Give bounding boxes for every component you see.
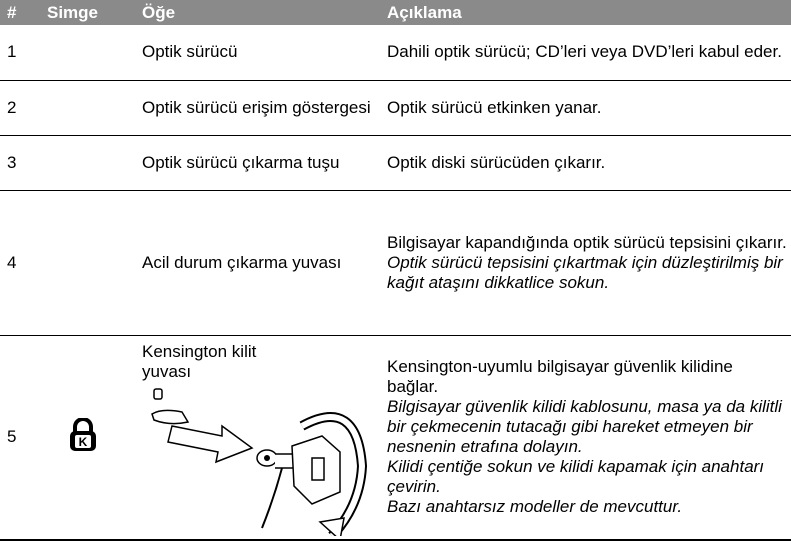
item-cell: Kensington kilit yuvası	[135, 335, 380, 541]
number: 3	[0, 135, 40, 191]
number: 1	[0, 25, 40, 81]
icon-cell	[40, 25, 135, 81]
description-cell: Bilgisayar kapandığında optik sürücü tep…	[380, 190, 791, 336]
description-cell: Kensington-uyumlu bilgisayar güvenlik ki…	[380, 335, 791, 541]
lock-icon: K	[70, 416, 96, 451]
row: 5 K Kensington kilit yuvası	[0, 335, 791, 541]
number: 4	[0, 190, 40, 336]
icon-cell: K	[40, 335, 135, 541]
note: Optik sürücü tepsisini çıkartmak için dü…	[387, 252, 783, 292]
lock-illustration	[151, 387, 368, 536]
row: 3 Optik sürücü çıkarma tuşu Optik diski …	[0, 135, 791, 191]
item: Kensington kilit yuvası	[142, 341, 257, 381]
svg-text:K: K	[79, 435, 88, 449]
description-cell: Optik sürücü etkinken yanar.	[380, 80, 791, 136]
note: Kilidi çentiğe sokun ve kilidi kapamak i…	[387, 457, 765, 497]
description: Dahili optik sürücü; CD’leri veya DVD’le…	[387, 42, 782, 62]
description: Bilgisayar kapandığında optik sürücü tep…	[387, 232, 787, 252]
item: Optik sürücü	[135, 25, 380, 81]
description: Optik diski sürücüden çıkarır.	[387, 152, 606, 172]
header-cell: Açıklama	[380, 0, 791, 25]
header-cell: Öğe	[135, 0, 380, 25]
description-cell: Optik diski sürücüden çıkarır.	[380, 135, 791, 191]
number: 5	[0, 335, 40, 541]
description-cell: Dahili optik sürücü; CD’leri veya DVD’le…	[380, 25, 791, 81]
description: Kensington-uyumlu bilgisayar güvenlik ki…	[387, 357, 733, 397]
description: Optik sürücü etkinken yanar.	[387, 97, 602, 117]
header-row: # Simge Öğe Açıklama	[0, 0, 791, 25]
row: 4 Acil durum çıkarma yuvası Bilgisayar k…	[0, 190, 791, 336]
icon-cell	[40, 80, 135, 136]
header-cell: Simge	[40, 0, 135, 25]
item: Optik sürücü erişim göstergesi	[135, 80, 380, 136]
note: Bazı anahtarsız modeller de mevcuttur.	[387, 497, 683, 517]
note: Bilgisayar güvenlik kilidi kablosunu, ma…	[387, 397, 782, 457]
icon-cell	[40, 135, 135, 191]
icon-cell	[40, 190, 135, 336]
row: 1 Optik sürücü Dahili optik sürücü; CD’l…	[0, 25, 791, 81]
item: Optik sürücü çıkarma tuşu	[135, 135, 380, 191]
header-cell: #	[0, 0, 40, 25]
number: 2	[0, 80, 40, 136]
row: 2 Optik sürücü erişim göstergesi Optik s…	[0, 80, 791, 136]
item: Acil durum çıkarma yuvası	[135, 190, 380, 336]
